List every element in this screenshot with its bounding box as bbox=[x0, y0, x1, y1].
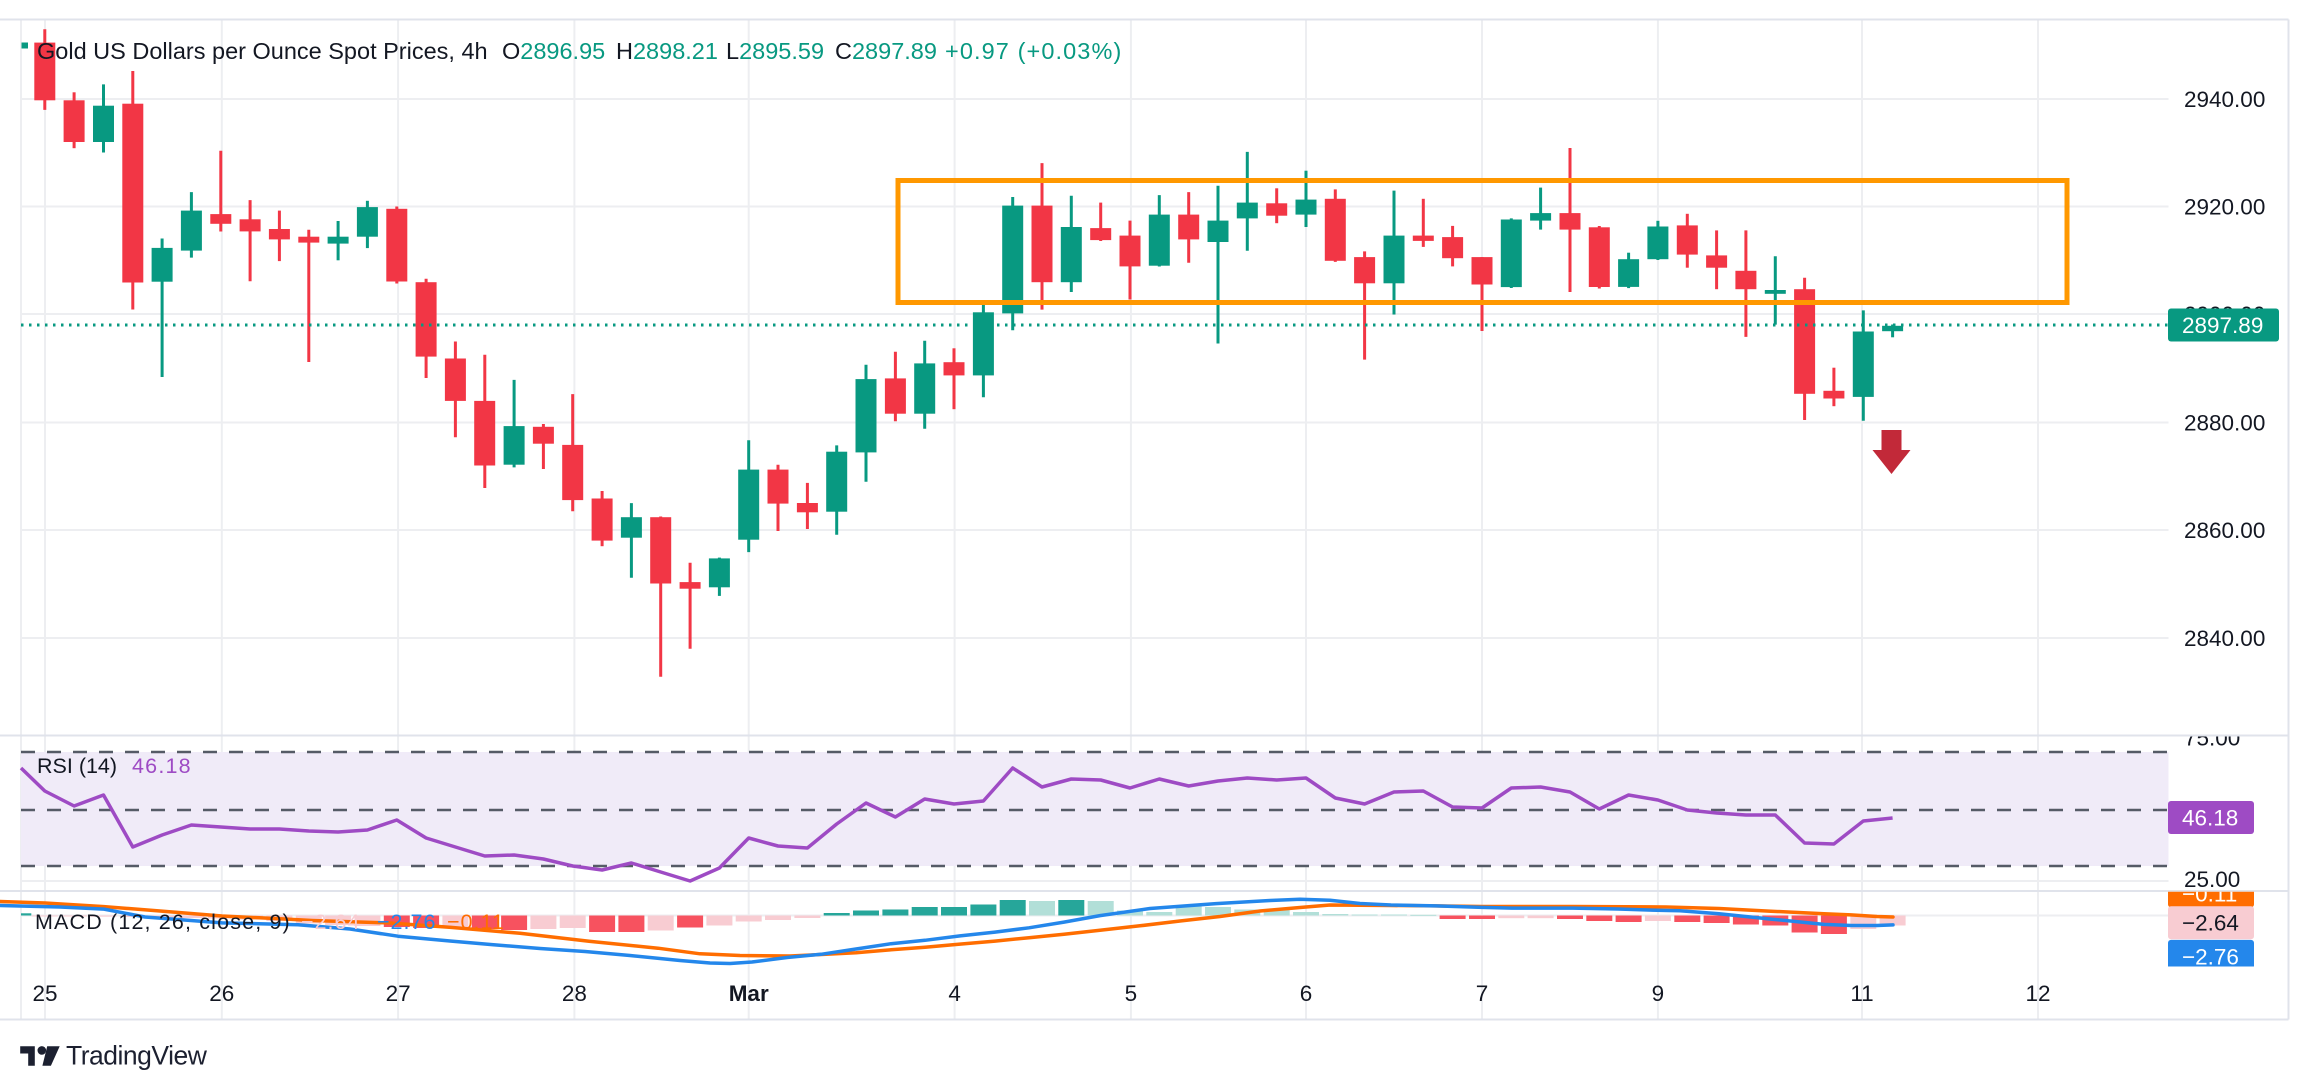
svg-text:2840.00: 2840.00 bbox=[2184, 626, 2265, 651]
svg-text:6: 6 bbox=[1300, 981, 1313, 1006]
svg-text:L2895.59: L2895.59 bbox=[726, 38, 824, 64]
svg-text:Gold US Dollars per Ounce Spot: Gold US Dollars per Ounce Spot Prices, 4… bbox=[37, 38, 488, 64]
svg-text:75.00: 75.00 bbox=[2184, 726, 2240, 751]
svg-text:25: 25 bbox=[32, 981, 57, 1006]
svg-text:2940.00: 2940.00 bbox=[2184, 87, 2265, 112]
svg-text:25.00: 25.00 bbox=[2184, 867, 2240, 892]
svg-text:−0.11: −0.11 bbox=[447, 910, 505, 934]
svg-text:+0.97 (+0.03%): +0.97 (+0.03%) bbox=[945, 38, 1122, 64]
svg-text:46.18: 46.18 bbox=[132, 754, 192, 778]
svg-text:H2898.21: H2898.21 bbox=[616, 38, 718, 64]
svg-text:Mar: Mar bbox=[729, 981, 769, 1006]
svg-text:2860.00: 2860.00 bbox=[2184, 518, 2265, 543]
svg-text:27: 27 bbox=[386, 981, 411, 1006]
svg-text:−2.76: −2.76 bbox=[2182, 944, 2239, 969]
svg-text:TradingView: TradingView bbox=[66, 1041, 208, 1071]
svg-text:−2.64: −2.64 bbox=[301, 910, 360, 934]
svg-text:−2.64: −2.64 bbox=[2182, 911, 2239, 936]
svg-text:2880.00: 2880.00 bbox=[2184, 411, 2265, 436]
svg-text:9: 9 bbox=[1652, 981, 1665, 1006]
svg-text:2897.89: 2897.89 bbox=[2182, 313, 2263, 338]
svg-text:RSI (14): RSI (14) bbox=[37, 754, 117, 778]
svg-text:2920.00: 2920.00 bbox=[2184, 195, 2265, 220]
svg-text:28: 28 bbox=[562, 981, 587, 1006]
svg-text:5: 5 bbox=[1125, 981, 1138, 1006]
svg-text:−2.76: −2.76 bbox=[377, 910, 436, 934]
svg-text:C2897.89: C2897.89 bbox=[835, 38, 937, 64]
svg-text:12: 12 bbox=[2025, 981, 2050, 1006]
svg-text:MACD (12, 26, close, 9): MACD (12, 26, close, 9) bbox=[35, 910, 291, 934]
svg-text:11: 11 bbox=[1850, 981, 1873, 1006]
svg-text:7: 7 bbox=[1476, 981, 1489, 1006]
svg-text:26: 26 bbox=[209, 981, 234, 1006]
svg-text:−0.11: −0.11 bbox=[2182, 882, 2237, 907]
svg-text:46.18: 46.18 bbox=[2182, 806, 2238, 831]
svg-text:O2896.95: O2896.95 bbox=[502, 38, 605, 64]
svg-text:4: 4 bbox=[948, 981, 961, 1006]
